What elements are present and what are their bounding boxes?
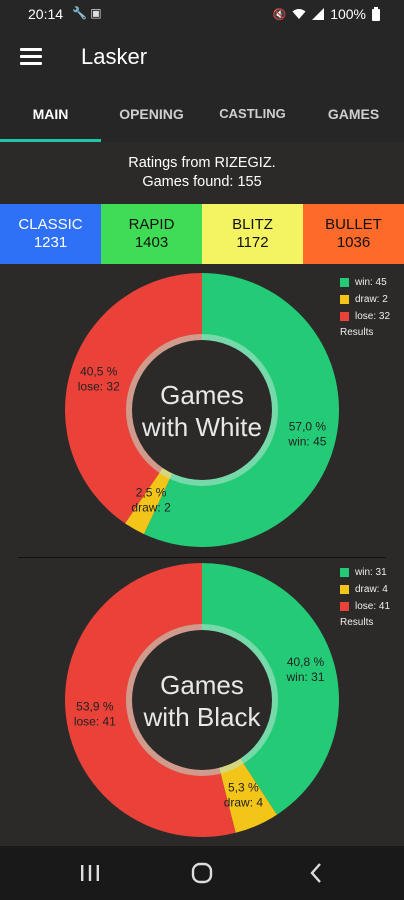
- rating-blitz: BLITZ 1172: [202, 204, 303, 264]
- legend-label-draw: draw: 4: [355, 584, 388, 595]
- legend-title: Results: [340, 327, 374, 338]
- battery-percent: 100%: [330, 6, 366, 22]
- slice-percent-label-lose: 53,9 %: [76, 699, 114, 713]
- status-bar: 20:14 🔧 ▣ 🔇 100%: [0, 0, 404, 28]
- chart-center-title: with Black: [142, 702, 261, 732]
- legend-item-win: win: 45: [340, 274, 390, 291]
- ratings-source: Ratings from RIZEGIZ.: [128, 155, 276, 171]
- wifi-icon: [292, 9, 306, 19]
- legend-swatch-win: [340, 568, 349, 577]
- legend-swatch-draw: [340, 295, 349, 304]
- status-notification-icons: 🔧 ▣: [72, 6, 102, 20]
- donut-hole: [132, 630, 272, 770]
- slice-count-label-lose: lose: 32: [78, 379, 120, 393]
- slice-count-label-draw: draw: 2: [131, 501, 171, 515]
- chart-center-title: with White: [141, 412, 262, 442]
- rating-rapid: RAPID 1403: [101, 204, 202, 264]
- slice-percent-label-lose: 40,5 %: [80, 364, 118, 378]
- tab-opening[interactable]: OPENING: [119, 106, 184, 122]
- legend-label-lose: lose: 41: [355, 601, 391, 612]
- rating-rapid-value: 1403: [134, 234, 169, 251]
- ratings-info: Ratings from RIZEGIZ. Games found: 155: [0, 154, 404, 192]
- rating-blitz-label: BLITZ: [232, 216, 273, 233]
- legend-swatch-win: [340, 278, 349, 287]
- recents-icon[interactable]: [80, 865, 100, 881]
- legend-white: win: 45 draw: 2 lose: 32 Results: [340, 274, 390, 338]
- rating-classic-value: 1231: [33, 234, 68, 251]
- slice-percent-label-win: 57,0 %: [289, 419, 327, 433]
- battery-icon: [372, 7, 380, 21]
- mute-icon: 🔇: [272, 8, 287, 21]
- slice-count-label-win: win: 45: [287, 434, 326, 448]
- legend-item-draw: draw: 2: [340, 291, 390, 308]
- chart-white: Games with White 57,0 % win: 45 2,5 % draw: 2…: [0, 272, 404, 556]
- legend-item-lose: lose: 41: [340, 598, 390, 615]
- donut-hole: [132, 340, 272, 480]
- menu-icon[interactable]: [20, 48, 42, 66]
- games-found: Games found: 155: [142, 174, 262, 190]
- legend-item-win: win: 31: [340, 564, 390, 581]
- tab-bar: MAIN OPENING CASTLING GAMES: [0, 86, 404, 142]
- rating-bullet: BULLET 1036: [303, 204, 404, 264]
- chart-black: Games with Black 40,8 % win: 31 5,3 % draw: 4…: [0, 562, 404, 846]
- tab-games[interactable]: GAMES: [327, 106, 380, 122]
- slice-percent-label-draw: 2,5 %: [136, 486, 167, 500]
- rating-rapid-label: RAPID: [128, 216, 175, 233]
- slice-percent-label-draw: 5,3 %: [228, 780, 259, 794]
- rating-classic: CLASSIC 1231: [0, 204, 101, 264]
- legend-label-win: win: 45: [355, 277, 387, 288]
- legend-label-lose: lose: 32: [355, 311, 391, 322]
- legend-title: Results: [340, 617, 374, 628]
- legend-swatch-draw: [340, 585, 349, 594]
- home-icon[interactable]: [191, 862, 213, 884]
- legend-swatch-lose: [340, 602, 349, 611]
- ratings-bar: CLASSIC 1231 RAPID 1403 BLITZ 1172 BULLE…: [0, 204, 404, 264]
- notification-box-icon: ▣: [90, 6, 102, 20]
- system-nav-bar: [0, 846, 404, 900]
- tab-castling[interactable]: CASTLING: [219, 106, 286, 121]
- rating-bullet-label: BULLET: [325, 216, 382, 233]
- slice-count-label-lose: lose: 41: [74, 714, 116, 728]
- status-time: 20:14: [28, 6, 64, 22]
- tools-icon: 🔧: [72, 6, 87, 20]
- chart-divider: [18, 557, 386, 558]
- legend-item-draw: draw: 4: [340, 581, 390, 598]
- slice-count-label-win: win: 31: [285, 670, 324, 684]
- legend-swatch-lose: [340, 312, 349, 321]
- legend-label-win: win: 31: [355, 567, 387, 578]
- rating-classic-label: CLASSIC: [18, 216, 83, 233]
- status-right: 🔇 100%: [272, 6, 380, 22]
- legend-item-lose: lose: 32: [340, 308, 390, 325]
- signal-icon: [312, 8, 325, 20]
- slice-percent-label-win: 40,8 %: [287, 655, 325, 669]
- chart-center-title: Games: [160, 670, 244, 700]
- slice-count-label-draw: draw: 4: [224, 795, 264, 809]
- chart-center-title: Games: [160, 380, 244, 410]
- app-title: Lasker: [81, 44, 148, 69]
- app-bar: Lasker: [0, 28, 404, 86]
- legend-black: win: 31 draw: 4 lose: 41 Results: [340, 564, 390, 628]
- tab-main[interactable]: MAIN: [0, 86, 101, 142]
- rating-blitz-value: 1172: [236, 234, 269, 251]
- legend-label-draw: draw: 2: [355, 294, 388, 305]
- rating-bullet-value: 1036: [336, 234, 371, 251]
- back-icon[interactable]: [310, 863, 322, 883]
